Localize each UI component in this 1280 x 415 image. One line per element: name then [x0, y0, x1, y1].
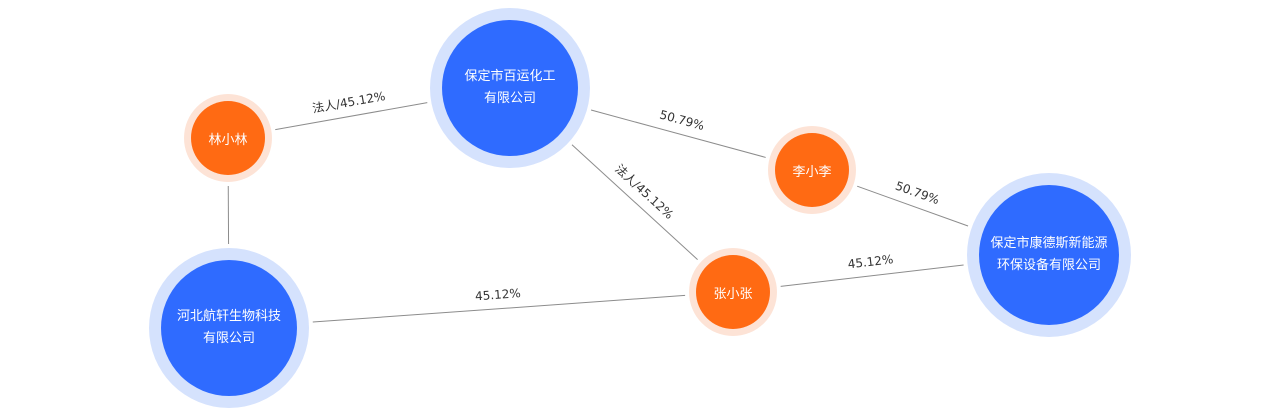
node-core: 张小张 — [696, 255, 770, 329]
node-label-line: 环保设备有限公司 — [996, 258, 1101, 273]
node-baoding-kangdesi-company[interactable]: 保定市康德斯新能源 环保设备有限公司 — [967, 173, 1131, 337]
node-label-line: 河北航轩生物科技 — [176, 309, 281, 324]
node-zhang-xiaozhang-person[interactable]: 张小张 — [689, 248, 777, 336]
node-core: 保定市百运化工 有限公司 — [442, 20, 578, 156]
edge-baoding_baiyun-li_xiaoli — [590, 109, 766, 158]
node-core: 林小林 — [191, 101, 265, 175]
edge-layer — [227, 102, 969, 323]
node-baoding-baiyun-company[interactable]: 保定市百运化工 有限公司 — [430, 8, 590, 168]
edge-label: 45.12% — [475, 286, 522, 303]
node-label-line: 李小李 — [792, 164, 832, 180]
node-label-line: 林小林 — [208, 132, 248, 148]
edge-hebei_hangxuan-zhang_xiaozhang — [312, 294, 686, 323]
edge-zhang_xiaozhang-baoding_kangdesi — [780, 264, 964, 287]
edge-baoding_baiyun-zhang_xiaozhang — [571, 144, 698, 260]
edge-label: 法人/45.12% — [612, 162, 676, 222]
edge-li_xiaoli-baoding_kangdesi — [857, 185, 969, 227]
edge-label: 50.79% — [658, 107, 706, 133]
node-lin-xiaolin-person[interactable]: 林小林 — [184, 94, 272, 182]
node-label-line: 张小张 — [713, 286, 753, 302]
node-li-xiaoli-person[interactable]: 李小李 — [768, 126, 856, 214]
node-core: 保定市康德斯新能源 环保设备有限公司 — [979, 185, 1119, 325]
node-core: 河北航轩生物科技 有限公司 — [161, 260, 297, 396]
node-label-line: 有限公司 — [483, 91, 536, 106]
node-label-line: 有限公司 — [202, 331, 255, 346]
node-label-line: 保定市百运化工 — [464, 69, 556, 84]
edge-label: 45.12% — [847, 252, 894, 271]
node-hebei-hangxuan-company[interactable]: 河北航轩生物科技 有限公司 — [149, 248, 309, 408]
edge-lin_xiaolin-baoding_baiyun — [275, 102, 428, 131]
node-core: 李小李 — [775, 133, 849, 207]
edge-label: 50.79% — [893, 179, 941, 208]
node-label-line: 保定市康德斯新能源 — [990, 236, 1108, 251]
